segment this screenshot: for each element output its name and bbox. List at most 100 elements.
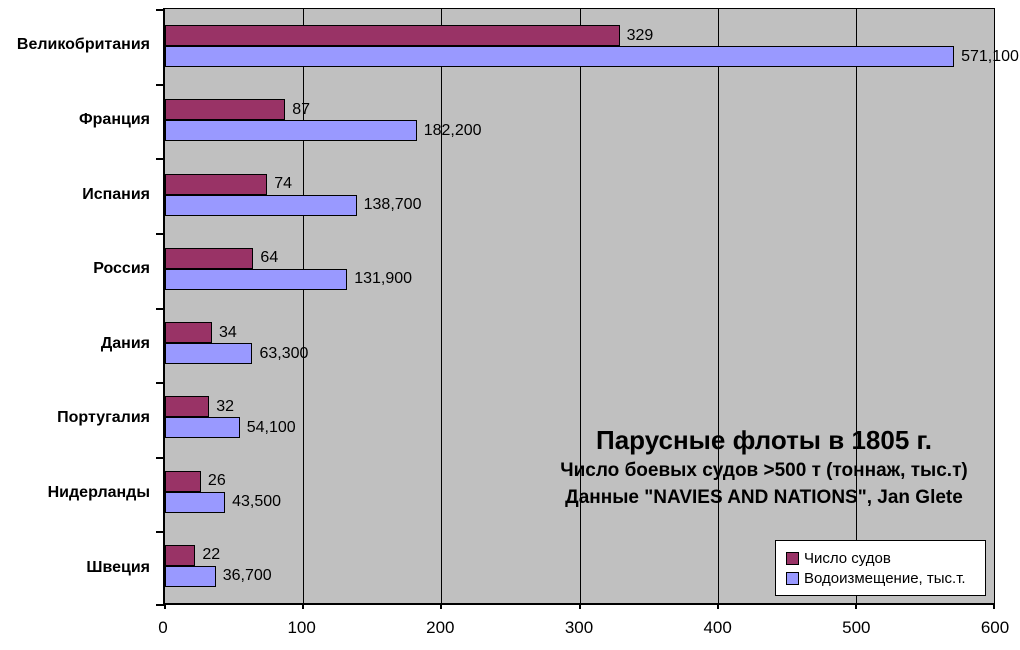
bar-value-label: 22	[202, 546, 221, 564]
category-band: 32 54,100	[165, 380, 994, 454]
category-label: Россия	[93, 260, 150, 278]
bar-value-label: 36,700	[222, 567, 272, 585]
bar-value-label: 131,900	[354, 270, 413, 288]
legend-label-ships: Число судов	[804, 549, 891, 567]
bar-value-label: 571,100	[961, 47, 1019, 65]
category-band: 74 138,700	[165, 158, 994, 232]
bar-value-label: 329	[626, 26, 654, 44]
category-label: Швеция	[86, 558, 150, 576]
plot-area: 329 571,100 87 182,200 74 138,700 64 131,900 34 6…	[156, 8, 1019, 609]
x-axis-label: 100	[287, 618, 316, 637]
gridline	[303, 9, 305, 603]
tonnage-bar-row: 63,300	[165, 343, 994, 365]
x-axis-tick	[164, 603, 166, 609]
bar-value-label: 87	[292, 100, 310, 118]
ships-bar-row: 34	[165, 322, 994, 344]
ships-bar	[165, 247, 254, 269]
ships-bar-row: 329	[165, 25, 994, 47]
ships-series-swatch-icon	[786, 551, 799, 565]
ships-bar	[165, 173, 268, 195]
chart-source: Данные "NAVIES AND NATIONS", Jan Glete	[565, 487, 963, 508]
category-label: Испания	[82, 185, 150, 203]
y-axis-tick	[156, 307, 164, 310]
x-axis-tick	[302, 603, 305, 609]
category-band: 34 63,300	[165, 306, 994, 380]
bar-value-label: 63,300	[259, 344, 309, 362]
ships-bar-row: 74	[165, 173, 994, 195]
tonnage-bar-row: 54,100	[165, 417, 994, 439]
bar-value-label: 74	[274, 175, 293, 193]
bar-value-label: 34	[218, 323, 237, 341]
category-band: 329 571,100	[165, 9, 1019, 83]
tonnage-bar-row: 131,900	[165, 268, 994, 290]
chart-title: Парусные флоты в 1805 г.	[596, 425, 932, 455]
tonnage-bar	[165, 491, 226, 513]
y-axis-tick	[156, 9, 164, 11]
tonnage-bar-row: 182,200	[165, 120, 994, 142]
y-axis-tick	[156, 456, 164, 459]
x-axis-tick	[578, 603, 581, 609]
legend-label-tonnage: Водоизмещение, тыс.т.	[804, 569, 966, 587]
y-axis-tick	[156, 382, 164, 385]
y-axis-tick	[156, 83, 164, 86]
legend-item-tonnage: Водоизмещение, тыс.т.	[786, 568, 977, 588]
x-axis-tick	[993, 603, 995, 609]
tonnage-bar	[165, 565, 216, 587]
ships-bar-row: 22	[165, 544, 994, 566]
ships-bar	[165, 396, 210, 418]
y-axis-tick	[156, 604, 164, 606]
bar-bands: 329 571,100 87 182,200 74 138,700 64 131,900 34 6…	[165, 9, 1019, 603]
category-band: 22 36,700	[165, 529, 994, 603]
tonnage-bar	[165, 268, 348, 290]
ships-bar-row: 87	[165, 99, 994, 121]
tonnage-bar	[165, 120, 417, 142]
ships-bar	[165, 470, 201, 492]
tonnage-bar-row: 36,700	[165, 565, 994, 587]
x-axis-label: 300	[564, 618, 594, 637]
tonnage-bar	[165, 46, 955, 68]
bar-value-label: 26	[207, 472, 226, 490]
tonnage-bar-row: 43,500	[165, 491, 994, 513]
title-block: Парусные флоты в 1805 г. Число боевых су…	[504, 424, 1020, 511]
ships-bar	[165, 99, 286, 121]
ships-bar	[165, 322, 212, 344]
y-axis-tick	[156, 232, 164, 235]
category-label: Франция	[79, 110, 150, 128]
x-axis-tick	[854, 603, 857, 609]
x-axis-tick	[716, 603, 719, 609]
ships-bar-row: 26	[165, 470, 994, 492]
legend-item-ships: Число судов	[786, 548, 977, 568]
ships-bar-row: 64	[165, 247, 994, 269]
category-band: 87 182,200	[165, 83, 994, 157]
gridline	[441, 9, 443, 603]
x-axis-label: 500	[842, 618, 871, 637]
category-label: Дания	[100, 334, 150, 352]
ships-bar-row: 32	[165, 396, 994, 418]
bar-value-label: 64	[260, 249, 279, 267]
tonnage-bar	[165, 194, 357, 216]
bar-value-label: 32	[216, 397, 234, 415]
x-axis-label: 400	[703, 618, 732, 637]
y-axis-tick	[156, 158, 164, 161]
tonnage-bar-row: 571,100	[165, 46, 1019, 68]
category-label: Великобритания	[16, 36, 150, 54]
ships-bar	[165, 25, 620, 47]
chart-subtitle: Число боевых судов >500 т (тоннаж, тыс.т…	[560, 460, 968, 481]
x-axis-label: 600	[980, 618, 1010, 637]
x-axis-tick	[440, 603, 443, 609]
ships-bar	[165, 544, 196, 566]
tonnage-bar	[165, 417, 240, 439]
gridline	[855, 9, 857, 603]
category-label: Нидерланды	[47, 484, 150, 502]
x-axis-label: 0	[158, 618, 168, 637]
bar-value-label: 182,200	[423, 121, 482, 139]
tonnage-bar	[165, 343, 253, 365]
bar-value-label: 138,700	[363, 196, 422, 214]
tonnage-series-swatch-icon	[786, 571, 799, 585]
bar-value-label: 43,500	[232, 493, 282, 511]
tonnage-bar-row: 138,700	[165, 194, 994, 216]
bar-value-label: 54,100	[246, 418, 296, 436]
category-label: Португалия	[57, 409, 150, 427]
x-axis-label: 200	[426, 618, 455, 637]
